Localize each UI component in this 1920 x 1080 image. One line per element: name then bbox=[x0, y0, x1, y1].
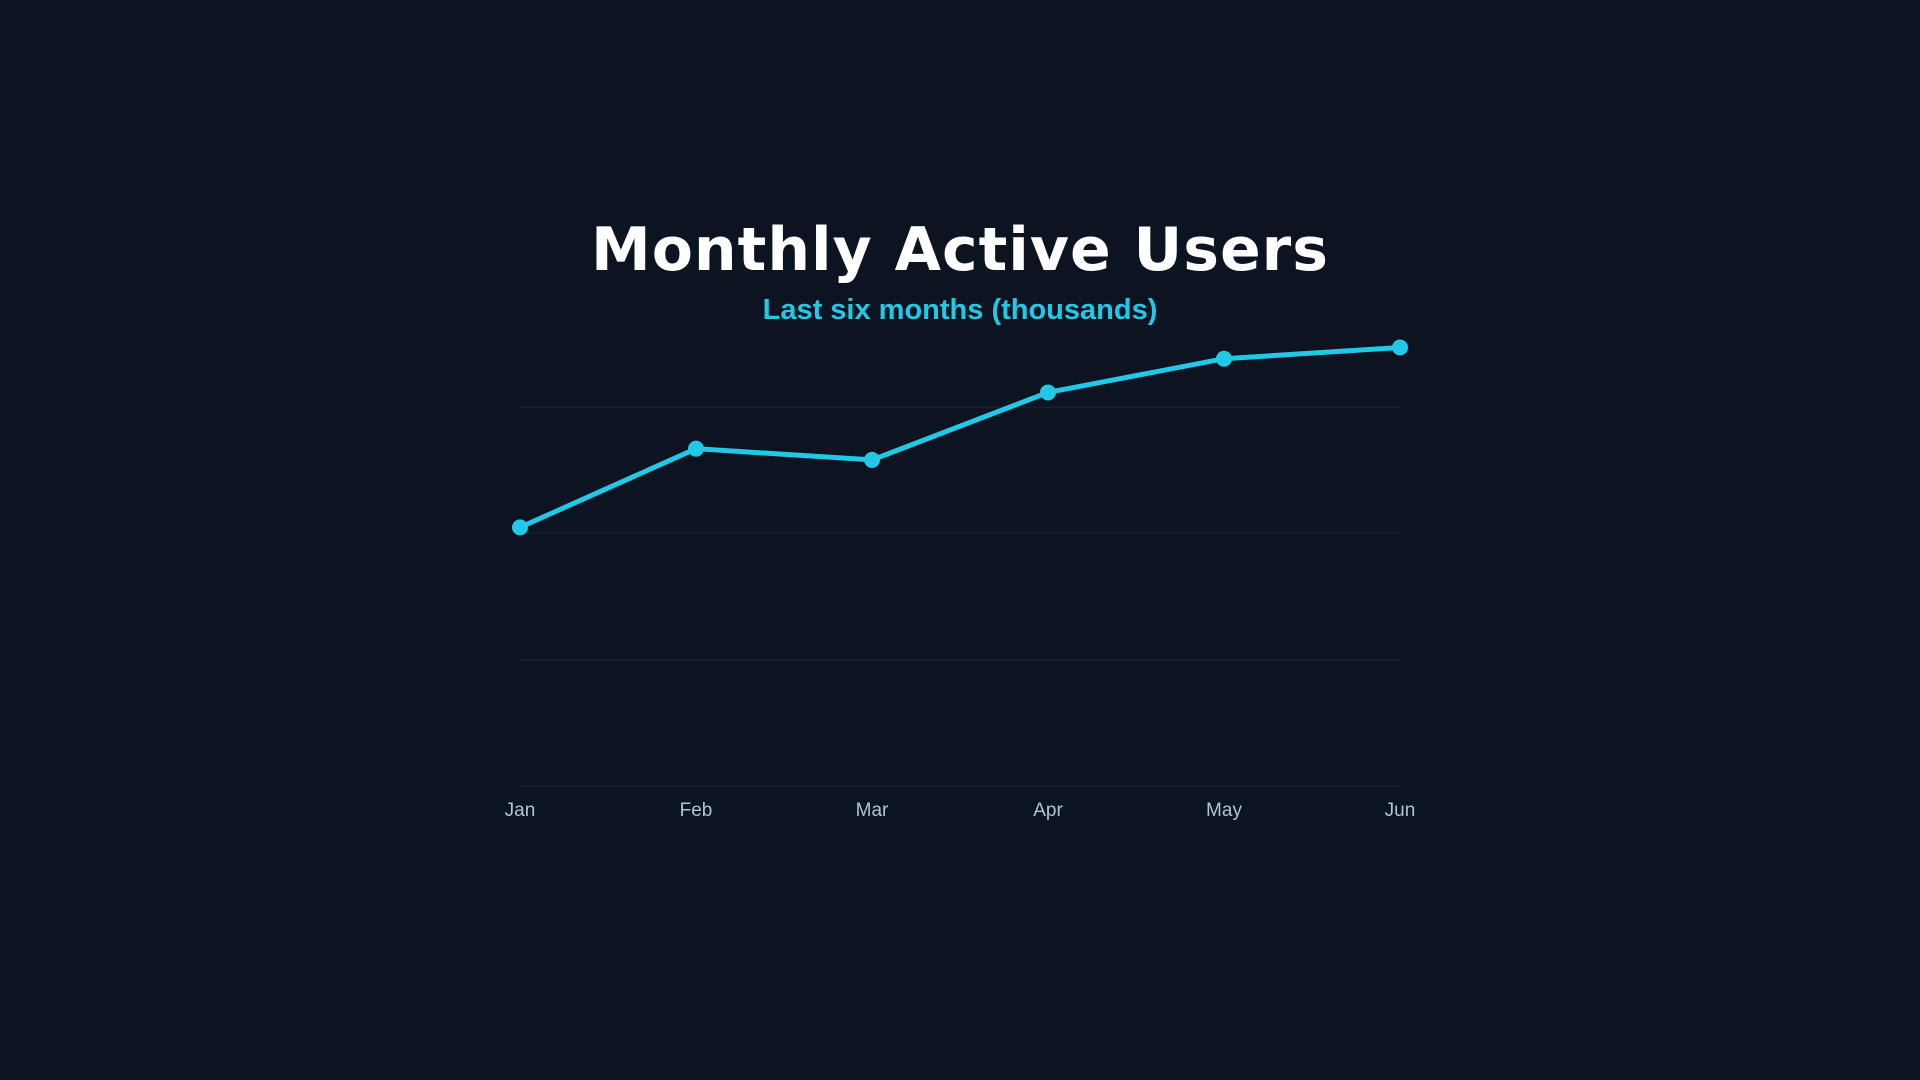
series-line bbox=[517, 344, 1403, 530]
data-point bbox=[1392, 339, 1408, 356]
x-tick-label: Feb bbox=[680, 800, 713, 821]
x-tick-label: May bbox=[1206, 800, 1242, 821]
data-points bbox=[512, 339, 1408, 536]
x-tick-label: Mar bbox=[856, 800, 889, 821]
grid-lines bbox=[520, 406, 1400, 787]
x-tick-labels: Jan Feb Mar Apr May Jun bbox=[505, 800, 1416, 821]
chart-subtitle: Last six months (thousands) bbox=[762, 294, 1158, 326]
data-point bbox=[1216, 350, 1232, 367]
data-point bbox=[1040, 384, 1056, 401]
x-tick-label: Apr bbox=[1033, 800, 1063, 821]
chart-title: Monthly Active Users bbox=[591, 215, 1329, 285]
data-point bbox=[864, 451, 880, 468]
data-point bbox=[512, 519, 528, 536]
series-line-group bbox=[517, 344, 1403, 530]
data-point bbox=[688, 440, 704, 457]
x-tick-label: Jan bbox=[505, 800, 536, 821]
x-tick-label: Jun bbox=[1385, 800, 1416, 821]
